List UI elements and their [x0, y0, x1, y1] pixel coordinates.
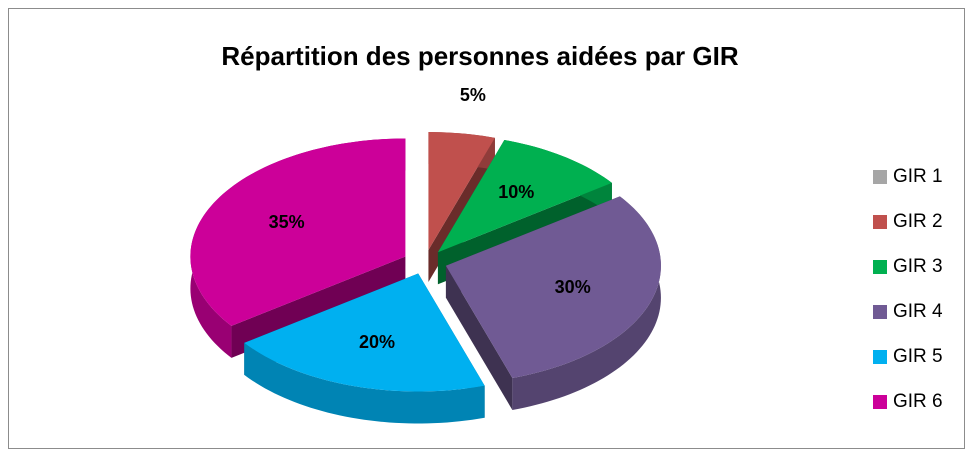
data-label: 30%: [555, 277, 591, 297]
slice-side: [244, 342, 485, 424]
slice-side: [512, 196, 661, 410]
legend-label: GIR 3: [893, 256, 943, 277]
legend-swatch: [873, 305, 887, 319]
data-label: 35%: [269, 212, 305, 232]
slice-top: [437, 139, 612, 253]
data-label: 20%: [359, 332, 395, 352]
slice-wall: [445, 265, 513, 410]
chart-title: Répartition des personnes aidées par GIR: [221, 41, 738, 71]
data-label: 10%: [498, 182, 534, 202]
legend-swatch: [873, 350, 887, 364]
legend-label: GIR 6: [893, 391, 943, 412]
legend-label: GIR 2: [893, 211, 943, 232]
legend-swatch: [873, 215, 887, 229]
data-label: 5%: [460, 85, 486, 105]
legend-label: GIR 4: [893, 301, 943, 322]
legend-swatch: [873, 170, 887, 184]
legend-swatch: [873, 260, 887, 274]
slice-top: [190, 138, 406, 326]
slice: [445, 196, 661, 410]
legend-label: GIR 1: [893, 166, 943, 187]
slice-top: [244, 273, 485, 392]
slice-top: [428, 132, 495, 251]
legend-swatch: [873, 395, 887, 409]
legend-label: GIR 5: [893, 346, 943, 367]
slice-top: [445, 196, 661, 378]
slice: [244, 273, 485, 424]
